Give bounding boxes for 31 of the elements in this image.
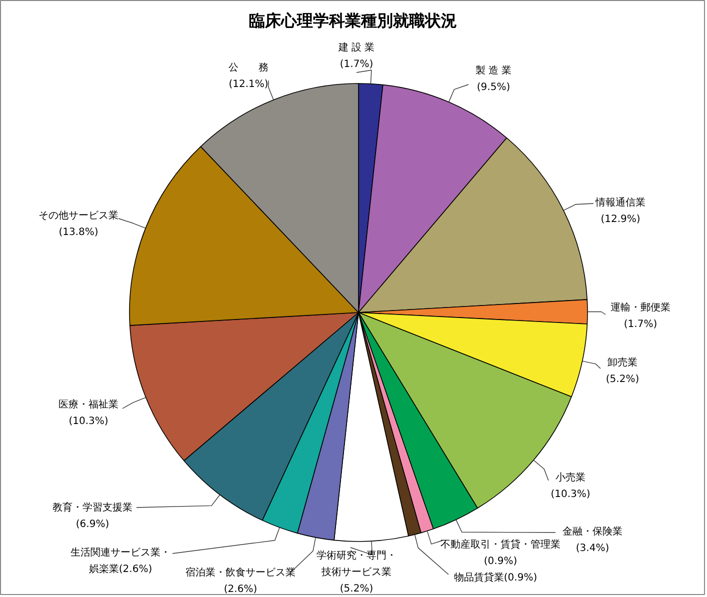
slice-label: 公 務 [228, 62, 268, 74]
slice-label: 運輸・郵便業 [610, 302, 670, 314]
data-label: (1.7%) [624, 319, 658, 330]
data-label: (5.2%) [606, 374, 640, 385]
slice-label: 不動産取引・賃貸・管理業 [440, 538, 560, 550]
slice-label: 教育・学習支援業 [52, 502, 132, 514]
data-label: (0.9%) [484, 556, 518, 567]
slice-label: 宿泊業・飲食サービス業 [186, 566, 296, 578]
data-label: (10.3%) [68, 416, 108, 427]
data-label: (9.5%) [476, 82, 510, 93]
data-label: (1.7%) [340, 59, 374, 70]
slice-label: その他サービス業 [38, 210, 118, 222]
data-label: (5.2%) [340, 584, 374, 594]
slice-label: 物品賃貸業(0.9%) [454, 572, 538, 584]
slice-label: 生活関連サービス業・娯楽業(2.6%) [70, 546, 170, 575]
chart-title: 臨床心理学科業種別就職状況 [249, 11, 457, 30]
data-label: (3.4%) [576, 543, 610, 554]
slice-label: 情報通信業 [594, 196, 646, 208]
slice-label: 建 設 業 [337, 42, 375, 54]
slice-label: 卸売業 [608, 356, 638, 368]
data-label: (12.1%) [228, 79, 268, 90]
slice-label: 学術研究・専門・技術サービス業 [316, 550, 396, 578]
slice-label: 金融・保険業 [562, 526, 622, 538]
slice-label: 医療・福祉業 [58, 398, 118, 410]
data-label: (10.3%) [550, 489, 590, 500]
data-label: (12.9%) [600, 214, 640, 225]
data-label: (13.8%) [58, 227, 98, 238]
slice-label: 小売業 [556, 472, 586, 484]
data-label: (2.6%) [224, 584, 258, 595]
slice-label: 製 造 業 [475, 64, 512, 76]
data-label: (6.9%) [76, 519, 110, 530]
